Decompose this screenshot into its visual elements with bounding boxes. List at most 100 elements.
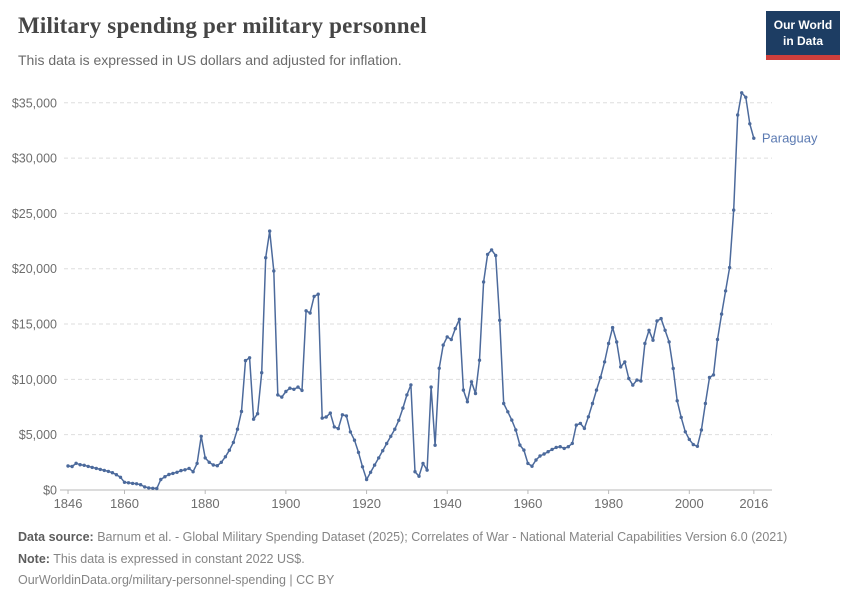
data-point [707,375,712,380]
y-axis-tick-label: $5,000 [19,428,57,442]
data-point [647,328,651,332]
data-point [381,449,385,453]
data-point [574,423,578,427]
chart-canvas[interactable]: $0 $5,000 $10,000 $15,000 $20,000 $25,000 $30,… [0,78,850,526]
data-point [78,463,82,467]
data-point [639,379,643,383]
data-point [393,427,397,431]
x-axis-tick-label: 1846 [54,496,83,511]
data-point [356,450,361,455]
data-point [147,486,151,490]
data-point [582,426,587,431]
data-point [659,316,663,321]
data-point [526,461,530,466]
data-point [300,388,304,393]
x-axis-tick-label: 1980 [594,496,623,511]
data-point [562,446,566,451]
data-point [316,292,320,296]
data-point [110,471,115,475]
data-point [183,468,187,472]
y-axis-tick-label: $15,000 [12,318,57,332]
owid-logo-line1: Our World [773,18,833,32]
data-point [82,463,86,467]
data-point [506,410,510,414]
data-point [239,409,244,414]
data-point [711,373,716,377]
data-point [489,248,494,252]
data-point [187,466,191,471]
data-point [171,471,175,476]
y-axis-tick-label: $25,000 [12,207,57,221]
data-point [485,252,490,257]
owid-logo[interactable]: Our World in Data [766,11,840,61]
chart-footer: Data source: Barnum et al. - Global Mili… [18,531,832,596]
data-point [130,481,135,486]
data-point [687,437,691,442]
data-point [352,438,357,442]
data-point [304,309,308,313]
data-point [66,464,70,468]
data-point [340,413,345,417]
data-point [655,319,659,323]
data-point [736,113,740,117]
data-point [360,465,365,469]
data-point [610,325,615,330]
data-point [288,386,292,390]
data-point [138,483,143,487]
data-point [550,447,554,452]
data-point [619,365,623,369]
data-point [191,470,195,474]
x-axis-tick-label: 1960 [513,496,542,511]
data-point [445,335,449,339]
data-point [126,481,131,485]
data-point [498,318,502,322]
data-point [740,91,744,95]
data-point [663,328,667,332]
data-point [372,463,377,467]
data-point [699,428,704,432]
data-point [453,326,457,331]
data-point [570,441,574,446]
data-point [344,414,349,418]
data-point [413,470,417,474]
data-point [211,463,215,467]
data-point [522,448,526,452]
data-source-label: Data source: [18,530,94,544]
data-point [695,444,700,448]
data-point [284,389,288,394]
data-point [732,208,736,212]
data-point [449,337,453,342]
data-point [502,401,506,406]
data-point [195,461,199,466]
spending-line [67,92,755,490]
data-point [159,477,163,482]
data-source-text: Barnum et al. - Global Military Spending… [93,530,788,544]
data-point [268,229,272,233]
data-point [260,371,264,375]
data-point [469,380,474,384]
data-point [671,366,675,371]
data-point [667,340,671,344]
data-point [703,401,708,406]
data-point [602,360,607,364]
data-point [530,464,534,468]
data-point [554,445,558,450]
x-axis-tick-label: 1900 [271,496,300,511]
data-point [631,383,635,387]
data-point [683,430,687,434]
data-point [425,468,429,472]
data-point [151,486,155,490]
data-point [118,475,123,479]
data-point [606,341,611,346]
data-point [421,461,425,466]
data-point [276,393,280,397]
data-point [98,467,103,472]
note-label: Note: [18,551,50,566]
data-point [296,385,300,389]
data-point [437,366,441,370]
data-point [90,465,94,470]
data-point [752,136,756,140]
x-axis-tick-label: 1940 [433,496,462,511]
data-point [292,387,296,391]
